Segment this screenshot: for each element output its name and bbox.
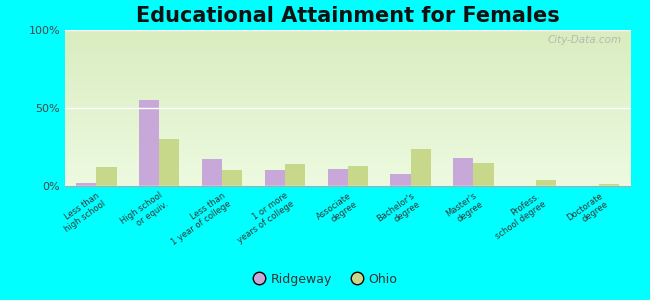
Bar	[536, 180, 556, 186]
Bar	[391, 173, 411, 186]
Bar	[453, 158, 473, 186]
Bar	[348, 166, 368, 186]
Bar	[411, 148, 431, 186]
Bar	[265, 170, 285, 186]
Bar	[76, 183, 96, 186]
Bar	[328, 169, 348, 186]
Bar	[285, 164, 305, 186]
Bar	[139, 100, 159, 186]
Bar	[599, 184, 619, 186]
Text: City-Data.com: City-Data.com	[548, 35, 622, 45]
Bar	[202, 160, 222, 186]
Bar	[222, 170, 242, 186]
Title: Educational Attainment for Females: Educational Attainment for Females	[136, 6, 560, 26]
Bar	[96, 167, 116, 186]
Bar	[159, 139, 179, 186]
Legend: Ridgeway, Ohio: Ridgeway, Ohio	[248, 268, 402, 291]
Bar	[473, 163, 493, 186]
